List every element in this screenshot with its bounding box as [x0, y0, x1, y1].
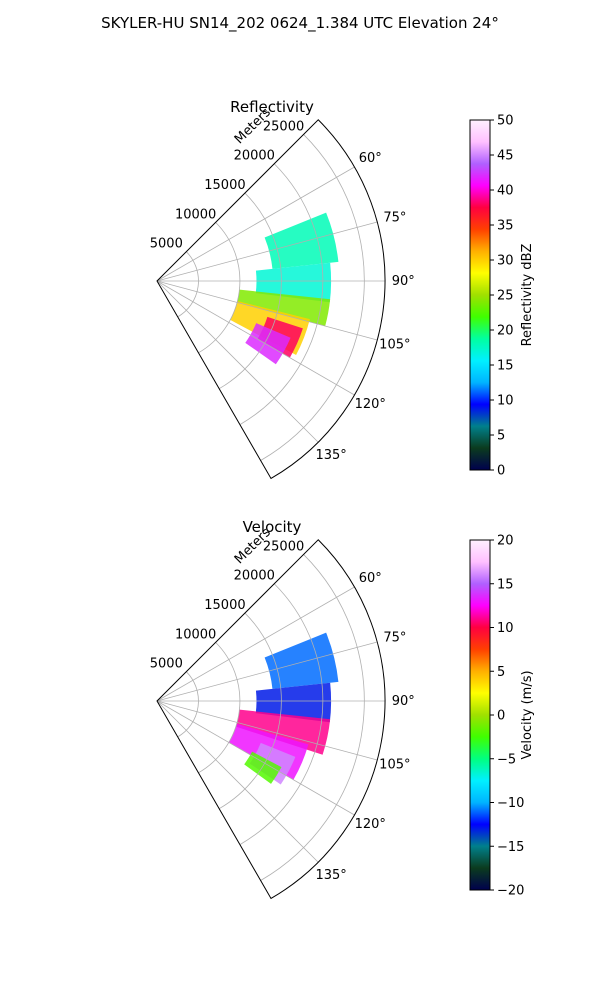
echo-region [264, 212, 339, 269]
azimuth-gridline [156, 700, 355, 816]
range-tick-label: 5000 [150, 657, 183, 672]
azimuth-tick-label: 105° [379, 338, 410, 353]
colorbar-tick-label: 50 [497, 114, 514, 129]
velocity-panel: Velocity500010000150002000025000Meters60… [150, 518, 415, 900]
range-tick-label: 10000 [175, 627, 216, 642]
azimuth-gridline [156, 280, 378, 341]
azimuth-tick-label: 90° [392, 694, 415, 709]
azimuth-tick-label: 105° [379, 758, 410, 773]
azimuth-gridline [156, 700, 319, 863]
echo-region [237, 289, 331, 327]
range-tick-label: 15000 [204, 178, 245, 193]
azimuth-tick-label: 120° [355, 397, 386, 412]
range-tick-label: 15000 [204, 598, 245, 613]
colorbar-tick-label: 10 [497, 621, 514, 636]
colorbar-tick-label: 5 [497, 665, 505, 680]
azimuth-tick-label: 135° [315, 448, 346, 463]
colorbar-tick-label: 45 [497, 149, 514, 164]
range-tick-label: 20000 [234, 569, 275, 584]
velocity-colorbar: −20 −15 −10 −5 0 5 10 15 20 Velocity (m/s) [469, 534, 535, 899]
range-ring [177, 671, 199, 738]
colorbar-tick-label: −20 [497, 884, 524, 899]
colorbar-tick-label: −5 [497, 752, 516, 767]
range-ring [218, 192, 282, 390]
colorbar-tick-label: 5 [497, 429, 505, 444]
echo-region [244, 751, 282, 784]
panel-title: Reflectivity [230, 98, 314, 116]
echo-region [245, 323, 291, 365]
echo-region [264, 632, 339, 689]
colorbar-tick-label: 15 [497, 359, 514, 374]
colorbar-tick-label: 0 [497, 464, 505, 479]
reflectivity-colorbar: 0 5 10 15 20 25 30 35 40 45 50 Reflectivity dBZ [469, 114, 535, 479]
colorbar-label: Velocity (m/s) [520, 670, 535, 759]
echo-region [255, 682, 332, 723]
azimuth-gridline [156, 166, 355, 282]
range-tick-label: 25000 [263, 119, 304, 134]
azimuth-gridline [156, 586, 355, 702]
range-tick-label: 5000 [150, 237, 183, 252]
colorbar-tick-label: 10 [497, 394, 514, 409]
colorbar-tick-label: 0 [497, 709, 505, 724]
reflectivity-panel: Reflectivity500010000150002000025000Mete… [150, 98, 415, 480]
range-ring [218, 612, 282, 810]
panel-title: Velocity [243, 518, 302, 536]
azimuth-gridline [156, 641, 378, 702]
sector-frame [156, 539, 386, 900]
azimuth-tick-label: 75° [383, 630, 406, 645]
colorbar-label: Reflectivity dBZ [520, 244, 535, 347]
colorbar-tick-label: 20 [497, 534, 514, 549]
azimuth-gridline [156, 280, 355, 396]
echo-region [255, 262, 332, 303]
range-ring [260, 554, 365, 881]
echo-region [235, 709, 331, 755]
azimuth-tick-label: 135° [315, 868, 346, 883]
colorbar-bar [469, 539, 491, 891]
range-tick-label: 20000 [234, 149, 275, 164]
colorbar-tick-label: 30 [497, 254, 514, 269]
range-ring [198, 222, 241, 354]
range-ring [177, 251, 199, 318]
range-ring [198, 642, 241, 774]
colorbar-tick-label: 35 [497, 219, 514, 234]
azimuth-gridline [156, 221, 378, 282]
azimuth-tick-label: 120° [355, 817, 386, 832]
colorbar-tick-label: 40 [497, 184, 514, 199]
range-ring [260, 134, 365, 461]
colorbar-tick-label: 25 [497, 289, 514, 304]
azimuth-gridline [156, 280, 319, 443]
range-tick-label: 25000 [263, 539, 304, 554]
colorbar-tick-label: 20 [497, 324, 514, 339]
figure-title: SKYLER-HU SN14_202 0624_1.384 UTC Elevat… [101, 14, 499, 32]
azimuth-tick-label: 60° [359, 151, 382, 166]
azimuth-tick-label: 60° [359, 571, 382, 586]
colorbar-tick-label: −10 [497, 796, 524, 811]
azimuth-tick-label: 75° [383, 210, 406, 225]
colorbar-tick-label: 15 [497, 577, 514, 592]
azimuth-tick-label: 90° [392, 274, 415, 289]
azimuth-gridline [156, 700, 378, 761]
colorbar-bar [469, 119, 491, 471]
range-tick-label: 10000 [175, 207, 216, 222]
colorbar-tick-label: −15 [497, 840, 524, 855]
sector-frame [156, 119, 386, 480]
